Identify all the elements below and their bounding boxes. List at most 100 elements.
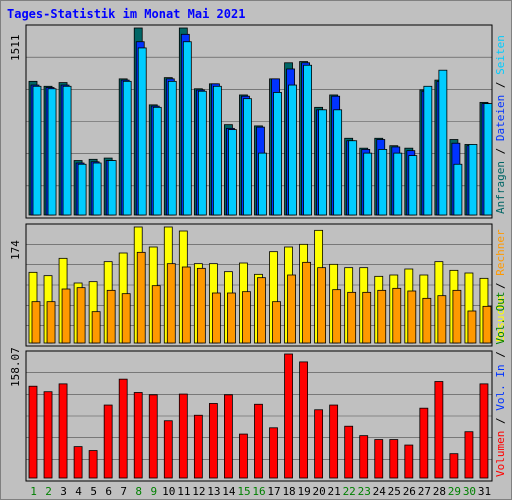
- x-tick-label-day-31: 31: [478, 485, 491, 498]
- bar-rechner-day-13: [211, 292, 221, 344]
- bar-seiten-day-17: [273, 92, 282, 216]
- bar-seiten-day-24: [378, 149, 388, 216]
- bar-rechner-day-30: [467, 310, 477, 344]
- y-axis-max-label: 1511: [9, 35, 22, 62]
- x-tick-label-day-27: 27: [418, 485, 431, 498]
- legend-volume-part: Vol. Out: [494, 292, 507, 352]
- x-tick-label-day-11: 11: [177, 485, 190, 498]
- bar-rechner-day-14: [227, 292, 236, 344]
- legend-volume: Volumen / Vol. In / Vol. Out: [494, 292, 507, 477]
- bar-rechner-day-26: [407, 290, 417, 344]
- x-tick-label-day-18: 18: [282, 485, 295, 498]
- bar-volumen-day-1: [28, 385, 38, 479]
- bar-volumen-day-10: [163, 420, 173, 479]
- bar-rechner-day-19: [302, 261, 311, 344]
- bar-rechner-day-22: [347, 291, 357, 344]
- x-tick-label-day-20: 20: [313, 485, 326, 498]
- bar-volumen-day-20: [314, 409, 324, 479]
- bar-rechner-day-12: [196, 267, 206, 344]
- x-tick-label-day-24: 24: [373, 485, 387, 498]
- bar-volumen-day-24: [374, 439, 384, 479]
- bar-rechner-day-7: [121, 293, 131, 344]
- bar-seiten-day-4: [77, 163, 87, 216]
- x-tick-label-day-28: 28: [433, 485, 446, 498]
- bar-seiten-day-15: [243, 98, 252, 216]
- bar-rechner-day-1: [31, 301, 41, 344]
- bar-seiten-day-19: [303, 64, 312, 216]
- x-tick-label-day-30: 30: [463, 485, 476, 498]
- x-tick-label-day-3: 3: [60, 485, 67, 498]
- bar-seiten-day-25: [393, 152, 403, 216]
- bar-volumen-day-17: [269, 427, 278, 479]
- bar-rechner-day-31: [482, 305, 492, 344]
- bar-rechner-day-18: [287, 274, 296, 344]
- x-tick-label-day-23: 23: [358, 485, 371, 498]
- bar-volumen-day-15: [239, 433, 248, 479]
- bar-seiten-day-20: [318, 109, 328, 216]
- bar-rechner-day-5: [91, 311, 101, 344]
- legend-requests-part: Dateien: [494, 95, 507, 148]
- y-axis-max-label: 158.07: [9, 347, 22, 387]
- bar-rechner-day-9: [151, 285, 161, 344]
- bar-volumen-day-7: [118, 378, 128, 479]
- bar-seiten-day-23: [363, 152, 373, 216]
- bar-volumen-day-27: [419, 407, 429, 479]
- bar-rechner-day-27: [422, 297, 432, 344]
- bar-seiten-day-12: [197, 90, 207, 216]
- bar-rechner-day-24: [377, 289, 387, 344]
- x-tick-label-day-5: 5: [90, 485, 97, 498]
- bar-rechner-day-17: [272, 301, 281, 344]
- bar-volumen-day-19: [299, 361, 308, 479]
- bar-seiten-day-28: [438, 69, 448, 216]
- x-tick-label-day-4: 4: [75, 485, 82, 498]
- bar-seiten-day-21: [333, 109, 343, 216]
- legend-visits-part: Besuche: [494, 296, 507, 342]
- bar-rechner-day-20: [317, 267, 327, 344]
- bar-volumen-day-31: [479, 383, 489, 479]
- bar-rechner-day-29: [452, 289, 462, 344]
- legend-volume-part: /: [494, 351, 507, 364]
- legend-visits-part: Rechner: [494, 229, 507, 282]
- x-tick-label-day-22: 22: [343, 485, 356, 498]
- x-tick-label-day-12: 12: [192, 485, 205, 498]
- legend-requests-part: /: [494, 82, 507, 95]
- legend-volume-part: Volumen: [494, 431, 507, 477]
- bar-seiten-day-7: [122, 80, 132, 216]
- x-tick-label-day-21: 21: [328, 485, 341, 498]
- bar-rechner-day-25: [392, 287, 402, 344]
- bar-rechner-day-10: [166, 263, 176, 344]
- bar-volumen-day-4: [73, 446, 83, 479]
- legend-visits: Besuche / Rechner: [494, 229, 507, 342]
- bar-rechner-day-8: [136, 251, 146, 344]
- bar-rechner-day-28: [437, 295, 447, 344]
- x-tick-label-day-13: 13: [207, 485, 220, 498]
- bar-volumen-day-28: [434, 381, 444, 479]
- bar-rechner-day-4: [76, 287, 86, 344]
- bar-rechner-day-11: [181, 266, 191, 344]
- x-tick-label-day-19: 19: [297, 485, 310, 498]
- legend-volume-part: /: [494, 417, 507, 430]
- x-tick-label-day-7: 7: [120, 485, 127, 498]
- legend-visits-part: /: [494, 282, 507, 295]
- bar-rechner-day-3: [61, 288, 71, 344]
- chart-title: Tages-Statistik im Monat Mai 2021: [7, 7, 246, 21]
- bar-seiten-day-26: [408, 155, 418, 216]
- bar-volumen-day-14: [224, 394, 233, 479]
- x-tick-label-day-10: 10: [162, 485, 175, 498]
- bar-seiten-day-2: [47, 88, 57, 216]
- bar-rechner-day-15: [242, 291, 251, 344]
- bar-seiten-day-22: [348, 140, 358, 216]
- bar-seiten-day-3: [62, 85, 72, 216]
- x-tick-label-day-2: 2: [45, 485, 52, 498]
- x-tick-label-day-17: 17: [267, 485, 280, 498]
- bar-seiten-day-31: [483, 103, 493, 216]
- bar-volumen-day-6: [103, 404, 113, 479]
- bar-rechner-day-2: [46, 301, 56, 344]
- bar-rechner-day-6: [106, 289, 116, 344]
- bar-volumen-day-3: [58, 383, 68, 479]
- x-tick-label-day-16: 16: [252, 485, 265, 498]
- bar-seiten-day-10: [167, 80, 177, 216]
- legend-requests-part: Anfragen: [494, 161, 507, 214]
- x-tick-label-day-26: 26: [403, 485, 416, 498]
